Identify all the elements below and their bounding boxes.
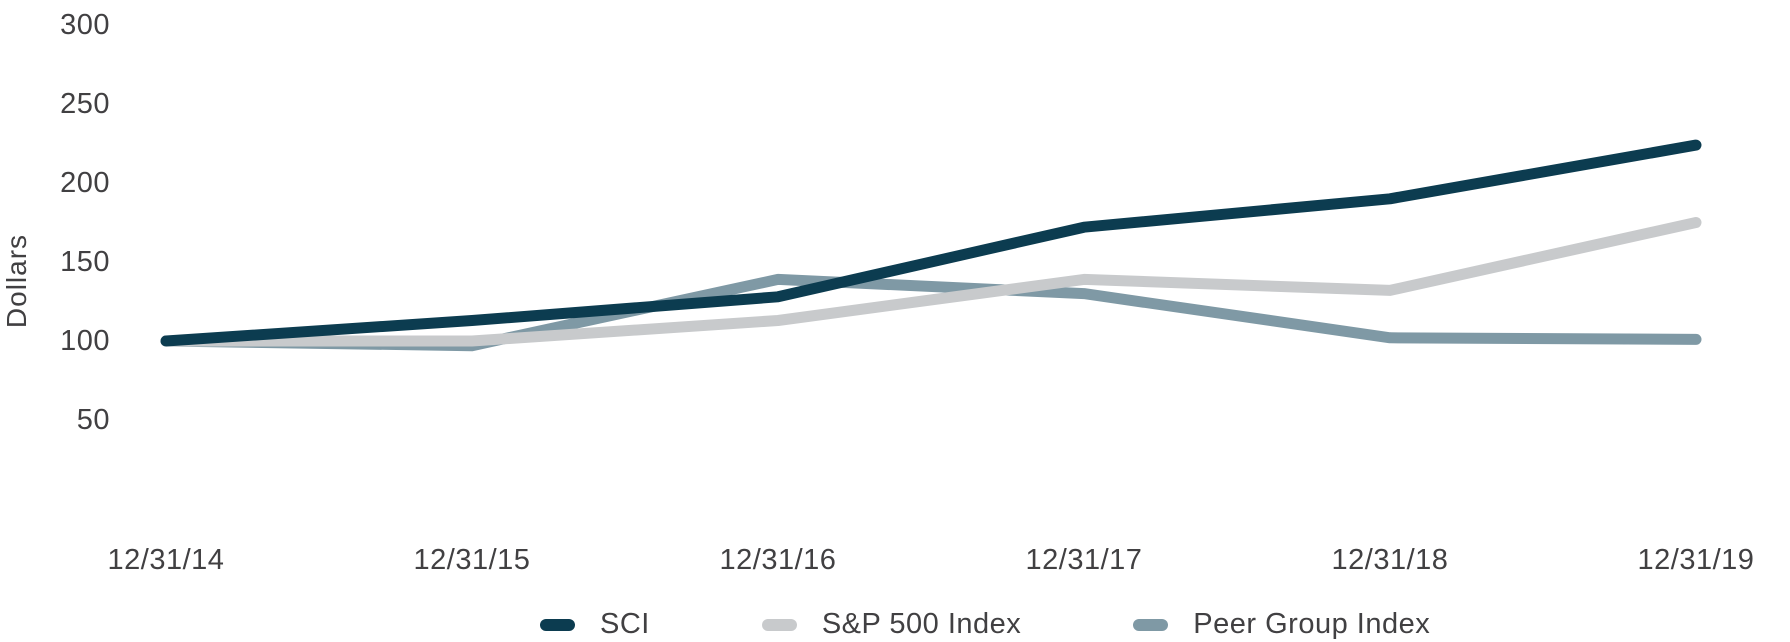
x-tick-label: 12/31/17 <box>1025 544 1143 576</box>
legend-swatch-icon <box>540 618 575 631</box>
x-tick-label: 12/31/16 <box>719 544 837 576</box>
series-line-s-p-500-index <box>160 217 1702 347</box>
x-tick-label: 12/31/18 <box>1331 544 1449 576</box>
y-axis-title: Dollars <box>1 233 32 329</box>
series-line-sci <box>160 139 1702 347</box>
legend-label: Peer Group Index <box>1193 608 1431 640</box>
y-tick-label: 250 <box>60 88 110 120</box>
x-tick-label: 12/31/19 <box>1637 544 1755 576</box>
y-tick-label: 50 <box>76 404 110 436</box>
x-tick-label: 12/31/14 <box>107 544 225 576</box>
y-tick-label: 150 <box>60 246 110 278</box>
y-tick-label: 300 <box>60 9 110 41</box>
legend-label: SCI <box>600 608 650 640</box>
legend-item: Peer Group Index <box>1133 608 1430 641</box>
legend-swatch-icon <box>1133 618 1169 631</box>
legend-label: S&P 500 Index <box>821 608 1022 640</box>
chart-legend: SCI S&P 500 Index Peer Group Index <box>540 608 1430 641</box>
y-tick-label: 200 <box>60 167 110 199</box>
legend-item: SCI <box>540 608 650 641</box>
legend-swatch-icon <box>761 618 797 631</box>
y-tick-label: 100 <box>60 325 110 357</box>
x-tick-label: 12/31/15 <box>413 544 531 576</box>
legend-item: S&P 500 Index <box>761 608 1022 641</box>
